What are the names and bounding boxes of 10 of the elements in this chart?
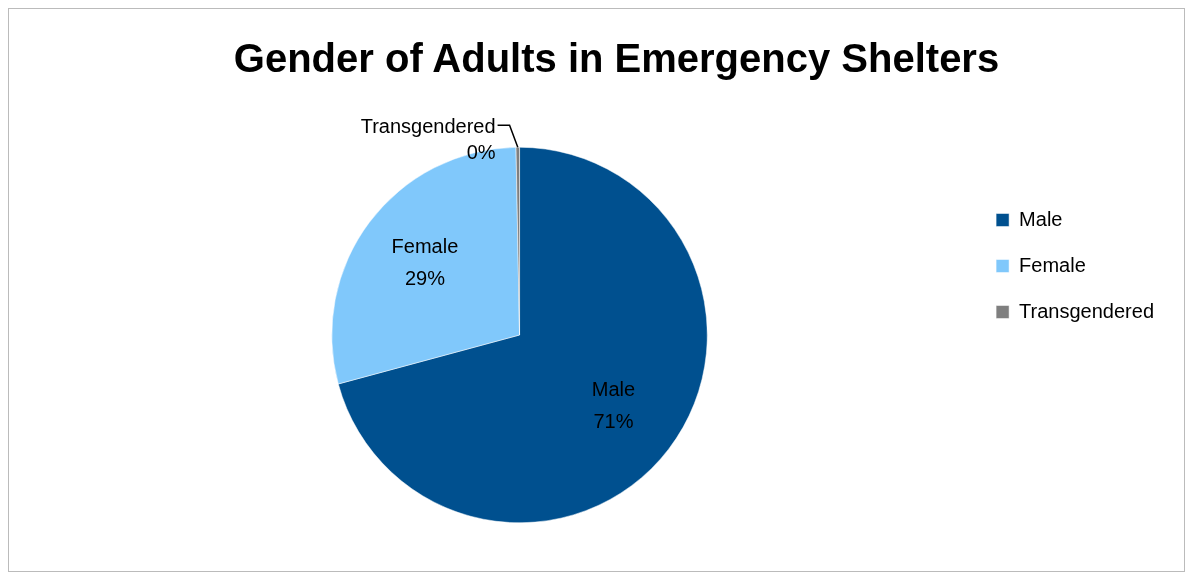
legend-label: Female <box>1019 253 1086 276</box>
slice-label: Female <box>391 235 459 258</box>
data-label: 0% <box>466 140 496 163</box>
data-label: 71% <box>593 410 634 433</box>
slice-label: Male <box>591 378 636 401</box>
slice-label: Transgendered <box>360 114 496 137</box>
legend-label: Transgendered <box>1019 299 1154 322</box>
data-label: 29% <box>404 267 446 290</box>
legend-label: Male <box>1019 207 1063 230</box>
chart-title: Gender of Adults in Emergency Shelters <box>233 36 1000 81</box>
